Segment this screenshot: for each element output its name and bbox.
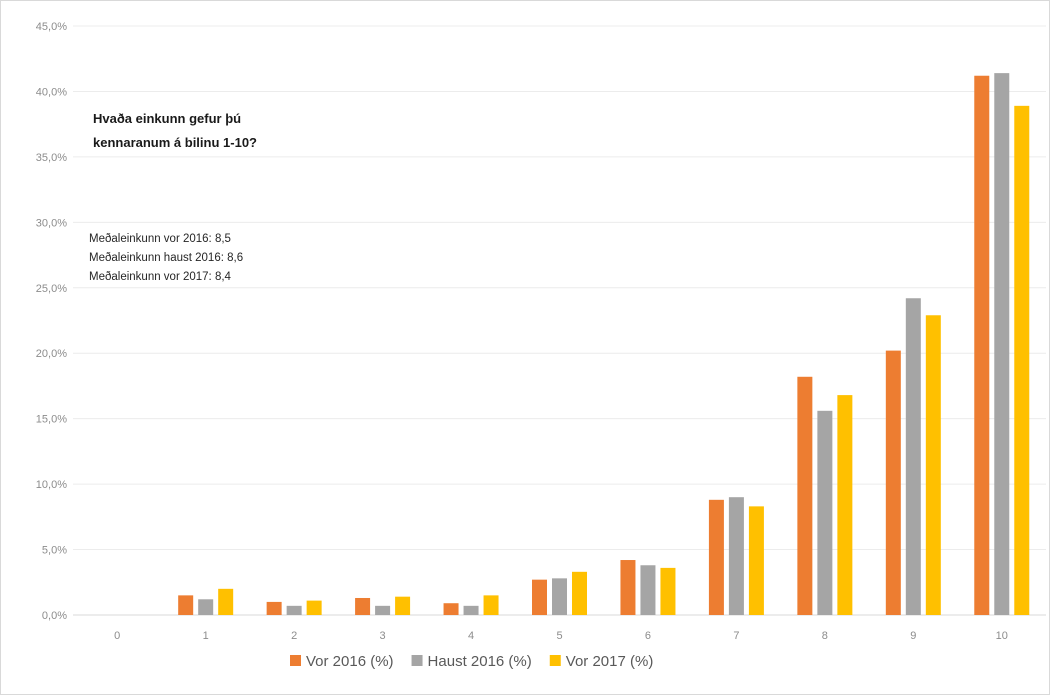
bar — [355, 597, 371, 615]
y-tick-label: 40,0% — [36, 86, 67, 98]
x-tick-label: 3 — [380, 630, 386, 642]
x-tick-label: 6 — [645, 630, 651, 642]
y-tick-label: 0,0% — [42, 610, 67, 622]
x-axis-ticks: 0 1 2 3 4 5 6 7 8 9 10 — [114, 630, 1008, 642]
legend-label: Haust 2016 (%) — [428, 653, 532, 670]
x-tick-label: 0 — [114, 630, 120, 642]
bar — [218, 588, 234, 615]
bar — [994, 73, 1010, 616]
legend-swatch — [549, 655, 561, 666]
y-tick-label: 5,0% — [42, 545, 67, 557]
bar — [375, 605, 391, 615]
x-tick-label: 4 — [468, 630, 474, 642]
y-axis-ticks: 0,0% 5,0% 10,0% 15,0% 20,0% 25,0% 30,0% 35,0% 40… — [36, 21, 67, 622]
y-tick-label: 10,0% — [36, 479, 67, 491]
bar — [640, 565, 656, 615]
chart-title-line-2: kennaranum á bilinu 1-10? — [93, 135, 257, 150]
chart-title-line-1: Hvaða einkunn gefur þú — [93, 111, 241, 126]
x-tick-label: 5 — [556, 630, 562, 642]
legend: Vor 2016 (%) Haust 2016 (%) Vor 2017 (%) — [290, 653, 653, 670]
bar — [817, 410, 833, 615]
y-tick-label: 35,0% — [36, 152, 67, 164]
bar — [660, 567, 676, 615]
bar — [925, 315, 941, 615]
legend-swatch — [290, 655, 301, 666]
bar — [728, 497, 744, 615]
bar — [837, 395, 853, 615]
bars — [178, 73, 1030, 616]
bar — [797, 376, 813, 615]
bar — [974, 75, 990, 615]
bar — [552, 578, 567, 615]
legend-label: Vor 2016 (%) — [306, 653, 394, 670]
bar — [178, 595, 194, 615]
bar — [198, 599, 214, 615]
bar — [905, 298, 921, 615]
gridlines — [73, 25, 1046, 616]
x-tick-label: 8 — [822, 630, 828, 642]
bar — [395, 596, 411, 615]
bar — [885, 350, 901, 615]
bar — [266, 601, 282, 615]
bar — [572, 571, 587, 615]
x-tick-label: 1 — [203, 630, 209, 642]
bar — [1014, 105, 1030, 615]
y-tick-label: 30,0% — [36, 217, 67, 229]
x-tick-label: 9 — [910, 630, 916, 642]
x-tick-label: 2 — [291, 630, 297, 642]
y-tick-label: 45,0% — [36, 21, 67, 33]
chart-title: Hvaða einkunn gefur þú kennaranum á bili… — [93, 111, 257, 150]
legend-swatch — [411, 655, 423, 666]
bar — [443, 603, 459, 615]
y-tick-label: 20,0% — [36, 348, 67, 360]
annotation-line-2: Meðaleinkunn haust 2016: 8,6 — [89, 252, 243, 264]
annotation-line-3: Meðaleinkunn vor 2017: 8,4 — [89, 271, 232, 283]
x-tick-label: 10 — [996, 630, 1008, 642]
bar — [708, 499, 724, 615]
y-tick-label: 15,0% — [36, 414, 67, 426]
bar — [463, 605, 479, 615]
annotation-line-1: Meðaleinkunn vor 2016: 8,5 — [89, 233, 231, 245]
annotations: Meðaleinkunn vor 2016: 8,5 Meðaleinkunn … — [89, 233, 243, 283]
bar — [748, 506, 764, 615]
legend-label: Vor 2017 (%) — [566, 653, 654, 670]
bar — [532, 579, 547, 615]
bar — [306, 600, 322, 615]
bar — [286, 605, 302, 615]
x-tick-label: 7 — [733, 630, 739, 642]
y-tick-label: 25,0% — [36, 283, 67, 295]
bar — [483, 595, 499, 615]
bar — [620, 560, 636, 615]
